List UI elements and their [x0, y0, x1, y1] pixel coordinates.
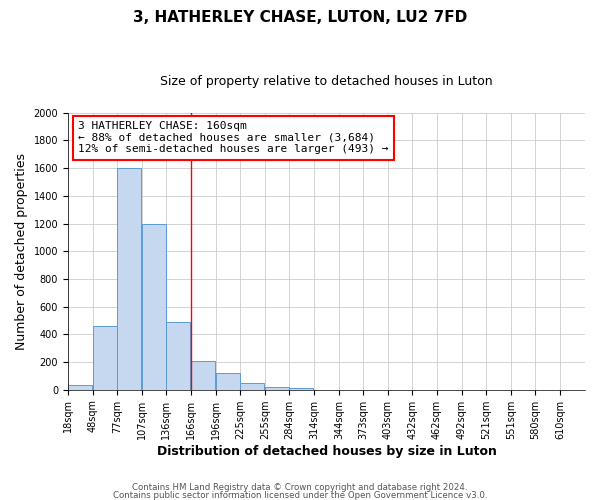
Text: 3, HATHERLEY CHASE, LUTON, LU2 7FD: 3, HATHERLEY CHASE, LUTON, LU2 7FD [133, 10, 467, 25]
Bar [216, 373, 240, 390]
Text: Contains HM Land Registry data © Crown copyright and database right 2024.: Contains HM Land Registry data © Crown c… [132, 484, 468, 492]
Bar [117, 168, 141, 390]
Bar [166, 322, 190, 390]
Bar [240, 384, 264, 390]
Text: 3 HATHERLEY CHASE: 160sqm
← 88% of detached houses are smaller (3,684)
12% of se: 3 HATHERLEY CHASE: 160sqm ← 88% of detac… [78, 121, 389, 154]
Bar [265, 387, 289, 390]
Bar [191, 360, 215, 390]
Y-axis label: Number of detached properties: Number of detached properties [15, 153, 28, 350]
Bar [68, 385, 92, 390]
Bar [142, 224, 166, 390]
Text: Contains public sector information licensed under the Open Government Licence v3: Contains public sector information licen… [113, 490, 487, 500]
Title: Size of property relative to detached houses in Luton: Size of property relative to detached ho… [160, 75, 493, 88]
Bar [289, 388, 313, 390]
Bar [93, 326, 117, 390]
X-axis label: Distribution of detached houses by size in Luton: Distribution of detached houses by size … [157, 444, 496, 458]
